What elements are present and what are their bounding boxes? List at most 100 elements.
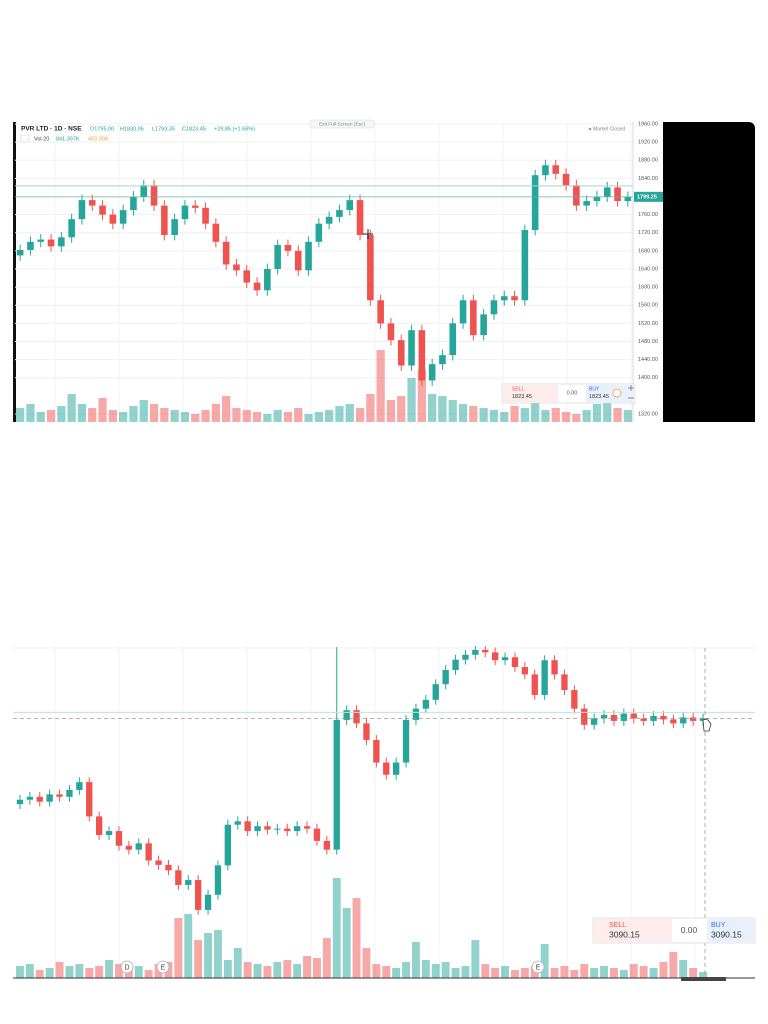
exit-fullscreen-label[interactable]: Exit Full Screen (Esc) <box>319 121 366 127</box>
volume-bar <box>372 964 381 978</box>
volume-bar <box>520 968 529 978</box>
buy-label[interactable]: BUY <box>711 922 726 929</box>
candle-body <box>95 816 103 836</box>
volume-bar <box>252 412 262 422</box>
candle-body <box>600 715 608 719</box>
candle-body <box>315 223 323 242</box>
spread: 0.00 <box>567 390 578 396</box>
event-marker[interactable] <box>156 960 170 974</box>
volume-bar <box>119 412 128 422</box>
volume-bar <box>283 960 292 978</box>
volume-bar <box>191 414 200 422</box>
collapse-button[interactable] <box>20 134 30 143</box>
volume-bar <box>65 966 74 978</box>
sell-button[interactable] <box>503 385 558 402</box>
candle-body <box>88 200 96 206</box>
y-tick-label: 1680.00 <box>638 248 658 254</box>
volume-bar <box>639 966 648 978</box>
sell-label[interactable]: SELL <box>512 386 524 392</box>
candle-body <box>439 355 446 365</box>
candle-body <box>155 860 162 865</box>
event-marker[interactable] <box>120 960 134 974</box>
volume-ma-readout: 403.008 <box>88 136 108 142</box>
candle-body <box>402 719 410 763</box>
candle-body <box>204 894 212 910</box>
candle-body <box>511 296 518 301</box>
candle-body <box>323 840 331 850</box>
candle-body <box>27 241 34 250</box>
candle-body <box>620 713 628 721</box>
event-label[interactable]: D <box>124 964 129 971</box>
volume-bar <box>402 962 411 978</box>
event-label[interactable]: E <box>161 964 166 971</box>
exit-fullscreen-button[interactable] <box>309 119 375 129</box>
candle-body <box>254 826 261 832</box>
volume-bar <box>322 938 331 978</box>
candle-body <box>212 223 220 242</box>
candle-body <box>214 865 222 895</box>
volume-bar <box>451 968 460 978</box>
buy-price[interactable]: 1823.45 <box>589 394 609 400</box>
candle-body <box>363 723 370 741</box>
event-label[interactable]: E <box>536 964 541 971</box>
buy-label[interactable]: BUY <box>589 386 600 392</box>
volume-bar <box>114 964 123 978</box>
candle-body <box>470 300 477 336</box>
volume-bar <box>448 400 457 422</box>
volume-bar <box>253 964 262 978</box>
volume-bar <box>659 962 668 978</box>
volume-bar <box>232 408 241 422</box>
candle-body <box>140 185 148 197</box>
volume-bar <box>325 410 334 422</box>
volume-bar <box>458 404 468 422</box>
event-marker[interactable] <box>531 960 545 974</box>
volume-bar <box>263 414 272 422</box>
zoom-buttons[interactable] <box>628 385 634 399</box>
candle-body <box>531 674 538 695</box>
scroll-thumb <box>681 977 726 981</box>
volume-bar <box>55 962 64 978</box>
candle-body <box>202 207 209 224</box>
ohlc-label: H1830.95 <box>120 126 144 132</box>
buy-price[interactable]: 3090.15 <box>711 929 742 939</box>
candle-body <box>333 719 340 850</box>
last-price-label: 1799.25 <box>637 194 657 200</box>
candle-body <box>284 828 291 832</box>
candle-body <box>551 660 558 675</box>
sell-price[interactable]: 1823.45 <box>512 394 532 400</box>
candle-body <box>377 300 384 324</box>
volume-bar <box>180 412 190 422</box>
candle-body <box>428 364 436 381</box>
candle-body <box>590 718 598 725</box>
volume-bar <box>541 410 550 422</box>
volume-bar <box>438 396 447 422</box>
buy-button[interactable] <box>707 919 755 942</box>
candle-body <box>165 864 172 871</box>
y-tick-label: 1760.00 <box>638 212 658 218</box>
candle-body <box>181 205 189 220</box>
candle-body <box>99 205 106 215</box>
candle-body <box>253 282 261 291</box>
candle-body <box>521 230 529 301</box>
candle-body <box>511 657 519 668</box>
volume-bar <box>345 404 354 422</box>
volume-bar <box>293 964 302 978</box>
volume-bar <box>540 944 549 978</box>
candle-body <box>36 796 43 802</box>
sell-button[interactable] <box>594 919 672 942</box>
sell-label[interactable]: SELL <box>609 922 626 929</box>
buy-button[interactable] <box>586 385 634 402</box>
candle-body <box>66 789 73 797</box>
candle-body <box>367 235 374 301</box>
sell-price[interactable]: 3090.15 <box>609 929 640 939</box>
candle-body <box>105 831 113 836</box>
candle-body <box>452 659 459 670</box>
volume-bar <box>283 412 293 422</box>
volume-bar <box>26 404 35 422</box>
price-axis <box>633 122 663 422</box>
volume-bar <box>67 394 76 422</box>
volume-bar <box>421 960 430 978</box>
volume-bar <box>510 406 519 422</box>
info-icon[interactable] <box>612 388 622 398</box>
